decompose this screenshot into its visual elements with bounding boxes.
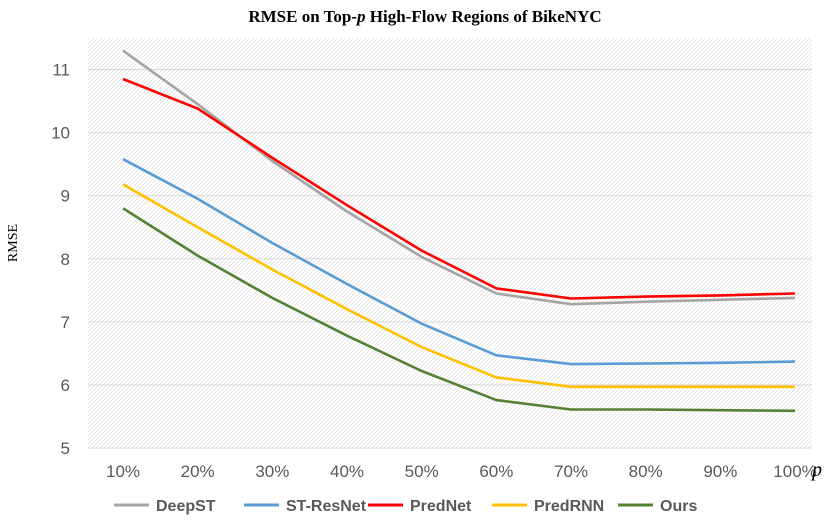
x-tick-label: 20% [181,462,215,481]
legend-label: Ours [660,498,697,515]
x-axis-ticks: 10% 20% 30% 40% 50% 60% 70% 80% 90% 100% [106,462,817,481]
x-tick-label: 70% [554,462,588,481]
y-tick-label: 8 [61,250,70,269]
x-tick-label: 50% [405,462,439,481]
y-axis-ticks: 5 6 7 8 9 10 11 [51,61,70,458]
x-tick-label: 80% [629,462,663,481]
x-tick-label: 60% [479,462,513,481]
y-tick-label: 11 [52,61,70,80]
y-axis-label: RMSE [6,224,21,262]
y-tick-label: 5 [61,439,70,458]
x-tick-label: 90% [703,462,737,481]
x-tick-label: 10% [106,462,140,481]
series-lines [122,49,796,413]
chart-title-suffix: High-Flow Regions of BikeNYC [366,7,602,26]
y-tick-label: 10 [51,124,70,143]
chart-title-variable: p [355,7,366,26]
legend: DeepST ST-ResNet PredNet PredRNN Ours [114,498,697,515]
x-tick-label: 40% [330,462,364,481]
plot-area [88,38,812,448]
legend-label: DeepST [156,498,216,515]
x-tick-label: 30% [255,462,289,481]
series-line-predrnn [122,183,796,389]
chart-title-prefix: RMSE on Top- [248,7,357,26]
series-line-ours [122,207,796,413]
legend-label: ST-ResNet [286,498,367,515]
legend-label: PredNet [410,498,472,515]
x-tick-label: 100% [773,462,816,481]
gridlines [88,69,812,449]
y-tick-label: 9 [61,187,70,206]
y-tick-label: 7 [61,313,70,332]
x-axis-label: p [810,459,822,481]
legend-label: PredRNN [534,498,604,515]
series-line-st-resnet [122,157,796,366]
series-line-prednet [122,77,796,300]
y-tick-label: 6 [61,376,70,395]
chart-title: RMSE on Top-p High-Flow Regions of BikeN… [248,7,601,26]
